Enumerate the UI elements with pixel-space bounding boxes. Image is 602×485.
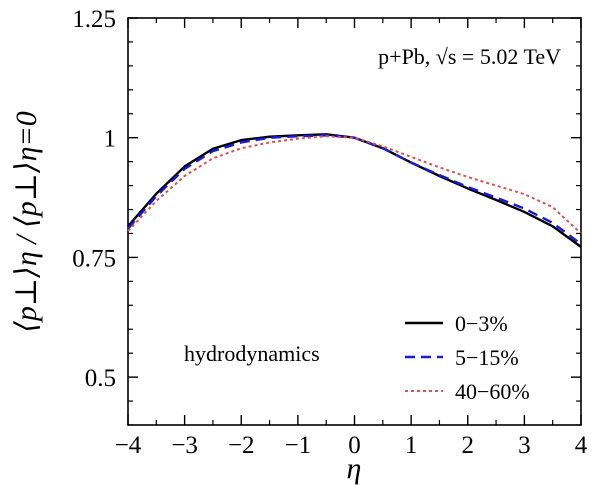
tick-layer: −4 −3 −2 −1 0 1 2 3 4 0.5 0.75 1 1.25 bbox=[72, 6, 588, 459]
y-tick-label: 0.5 bbox=[85, 365, 116, 392]
x-tick-label: 1 bbox=[405, 432, 418, 459]
legend-entry: 40−60% bbox=[405, 379, 530, 404]
x-tick-label: 2 bbox=[462, 432, 475, 459]
y-tick-label: 0.75 bbox=[72, 245, 116, 272]
x-tick-label: −2 bbox=[228, 432, 255, 459]
series-layer bbox=[127, 133, 582, 248]
legend-entry: 5−15% bbox=[405, 345, 519, 370]
system-annotation: p+Pb, √s = 5.02 TeV bbox=[378, 44, 561, 69]
y-tick-label: 1.25 bbox=[72, 6, 116, 33]
x-tick-label: 0 bbox=[348, 432, 361, 459]
legend-label-2: 40−60% bbox=[455, 379, 530, 404]
x-tick-label: 4 bbox=[575, 432, 588, 459]
y-axis-title: ⟨p⊥⟩η / ⟨p⊥⟩η=0 bbox=[10, 111, 43, 333]
y-tick-label: 1 bbox=[104, 126, 117, 153]
legend-label-0: 0−3% bbox=[455, 311, 508, 336]
legend-label-1: 5−15% bbox=[455, 345, 519, 370]
legend-entry: 0−3% bbox=[405, 311, 508, 336]
model-annotation: hydrodynamics bbox=[184, 341, 320, 366]
legend: 0−3% 5−15% 40−60% bbox=[405, 311, 530, 404]
series-line-0 bbox=[127, 133, 582, 248]
x-axis-title: η bbox=[347, 452, 362, 485]
series-line-1 bbox=[127, 134, 582, 245]
x-tick-label: −1 bbox=[285, 432, 312, 459]
x-tick-label: −4 bbox=[115, 432, 142, 459]
series-line-2 bbox=[127, 135, 582, 235]
x-tick-label: 3 bbox=[518, 432, 531, 459]
x-tick-label: −3 bbox=[171, 432, 198, 459]
